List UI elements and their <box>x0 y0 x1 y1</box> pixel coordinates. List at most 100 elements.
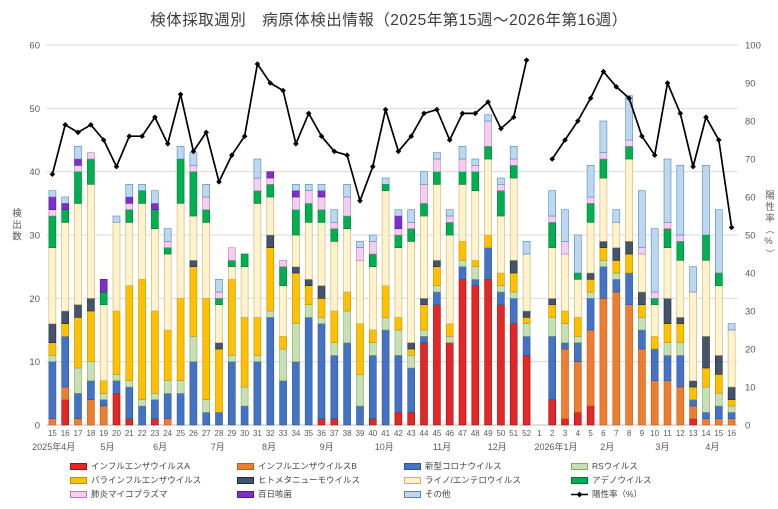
bar-segment <box>381 184 390 191</box>
bar-segment <box>228 259 236 267</box>
chart-title: 検体採取週別 病原体検出情報（2025年第15週～2026年第16週） <box>150 12 628 29</box>
right-axis-title: 陽性率（%） <box>763 190 774 261</box>
legend-swatch <box>404 490 421 498</box>
legend-label: その他 <box>425 489 451 499</box>
month-label: 8月 <box>262 442 276 452</box>
bar-segment <box>304 203 313 223</box>
line-marker <box>293 141 299 147</box>
legend-item: その他 <box>404 489 451 499</box>
bar-segment <box>484 120 492 147</box>
bar-segment <box>638 304 646 318</box>
bar-segment <box>163 241 172 248</box>
bar-segment <box>87 184 95 299</box>
line-marker <box>510 114 517 120</box>
bar-segment <box>330 228 339 242</box>
bar-segment <box>215 411 223 426</box>
bar-segment <box>215 278 223 293</box>
bar-segment <box>228 278 236 356</box>
right-axis-tick: 20 <box>745 345 756 356</box>
bar-segment <box>676 165 685 236</box>
line-marker <box>613 84 620 90</box>
bar-segment <box>599 247 608 261</box>
x-tick-label: 35 <box>304 429 313 438</box>
bar-segment <box>215 342 223 350</box>
line-marker <box>485 99 491 105</box>
bar-segment <box>356 323 364 375</box>
bar-segment <box>381 177 390 185</box>
line-marker <box>523 57 530 63</box>
bar-segment <box>650 304 659 337</box>
bar-segment <box>702 234 710 261</box>
bar-segment <box>138 405 146 426</box>
bar-segment <box>561 418 569 426</box>
bar-segment <box>112 310 121 375</box>
x-tick-label: 46 <box>445 429 454 438</box>
left-axis-tick: 10 <box>29 357 40 368</box>
x-tick-label: 52 <box>522 429 531 438</box>
month-label: 7月 <box>211 442 225 452</box>
bar-segment <box>407 354 416 369</box>
bar-segment <box>458 278 467 426</box>
bar-segment <box>240 266 249 318</box>
line-marker <box>382 106 389 113</box>
month-label: 11月 <box>433 442 451 452</box>
bar-segment <box>561 342 569 350</box>
bar-segment <box>240 405 249 426</box>
bar-segment <box>163 247 172 255</box>
month-label: 10月 <box>375 442 394 452</box>
bar-segment <box>112 392 121 426</box>
bar-segment <box>253 203 262 318</box>
x-tick-label: 18 <box>86 429 95 438</box>
legend-swatch <box>571 462 588 470</box>
x-tick-label: 44 <box>420 429 429 438</box>
bar-segment <box>471 278 480 286</box>
x-tick-label: 10 <box>650 429 659 438</box>
bar-segment <box>702 259 710 337</box>
line-marker <box>344 152 350 158</box>
bar-segment <box>228 247 236 261</box>
bar-segment <box>61 335 70 388</box>
bar-segment <box>176 297 185 381</box>
x-tick-label: 17 <box>74 429 83 438</box>
bar-segment <box>509 177 518 261</box>
bar-segment <box>292 190 300 198</box>
bar-segment <box>509 259 518 274</box>
right-axis-tick: 80 <box>745 117 756 128</box>
bar-segment <box>99 291 108 305</box>
line-marker <box>715 137 722 143</box>
bar-segment <box>522 354 531 426</box>
x-tick-label: 42 <box>394 429 403 438</box>
x-tick-label: 11 <box>663 429 672 438</box>
bar-segment <box>394 411 403 426</box>
legend-label: 新型コロナウイルス <box>425 461 502 471</box>
bar-segment <box>74 304 82 318</box>
bar-segment <box>727 329 736 388</box>
bar-segment <box>292 184 300 191</box>
bar-segment <box>292 234 300 268</box>
bar-segment <box>561 241 569 255</box>
legend-swatch <box>237 462 254 470</box>
bar-segment <box>484 234 492 248</box>
line-marker <box>677 110 684 117</box>
bar-segment <box>420 203 428 217</box>
bar-segment <box>650 297 659 305</box>
bar-segment <box>266 316 275 426</box>
x-tick-label: 40 <box>368 429 377 438</box>
legend-label: ヒトメタニューモウイルス <box>258 475 361 485</box>
bar-segment <box>714 285 723 356</box>
line-marker <box>280 87 286 94</box>
bar-segment <box>253 177 262 191</box>
bar-segment <box>125 209 134 223</box>
bar-segment <box>202 209 210 223</box>
bar-segment <box>394 234 403 248</box>
bar-segment <box>163 380 172 394</box>
bar-segment <box>87 310 95 363</box>
x-tick-label: 5 <box>588 429 593 438</box>
bar-segment <box>509 165 518 179</box>
bar-segment <box>522 323 531 337</box>
bar-segment <box>151 228 159 312</box>
legend-label: RSウイルス <box>592 461 638 471</box>
bar-segment <box>522 241 531 255</box>
bar-segment <box>420 342 428 426</box>
positivity-line <box>51 60 528 202</box>
